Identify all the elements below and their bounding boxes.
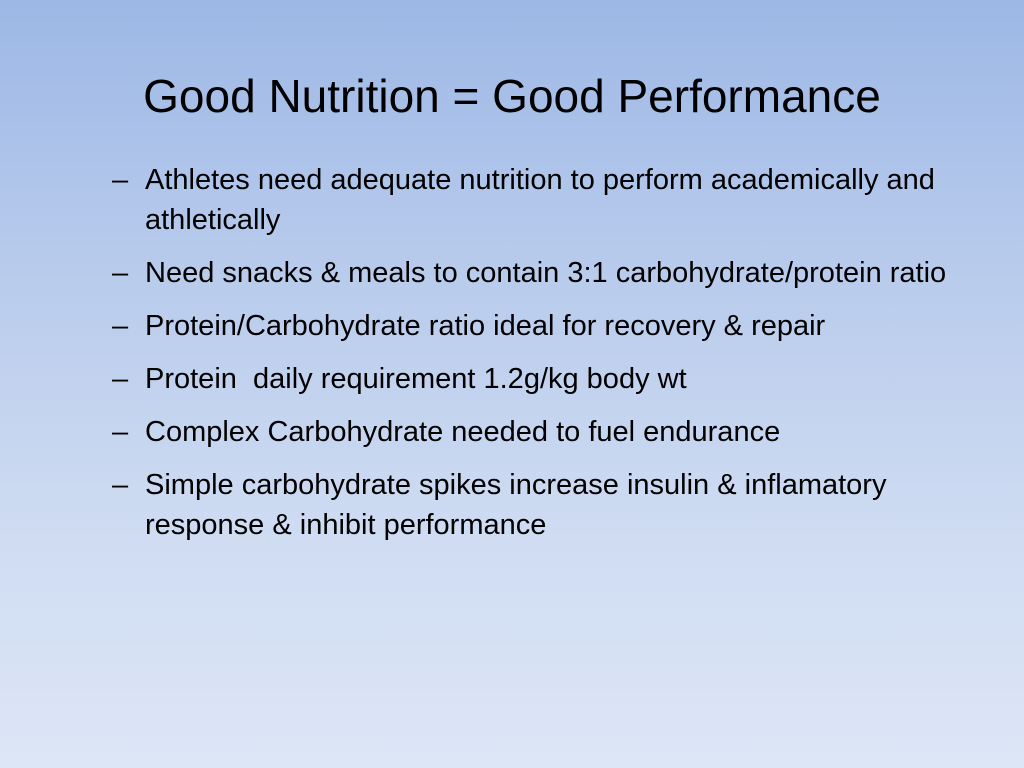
bullet-text: Protein/Carbohydrate ratio ideal for rec… <box>145 310 826 342</box>
bullet-text: Athletes need adequate nutrition to perf… <box>145 164 935 236</box>
bullet-item: – Simple carbohydrate spikes increase in… <box>112 465 972 545</box>
bullet-text: Complex Carbohydrate needed to fuel endu… <box>145 416 781 448</box>
dash-bullet-icon: – <box>112 363 129 395</box>
dash-bullet-icon: – <box>112 164 129 196</box>
dash-bullet-icon: – <box>112 257 129 289</box>
bullet-text: Simple carbohydrate spikes increase insu… <box>145 469 887 541</box>
bullet-item: – Protein daily requirement 1.2g/kg body… <box>112 359 972 399</box>
bullet-list: – Athletes need adequate nutrition to pe… <box>112 160 972 558</box>
slide-title: Good Nutrition = Good Performance <box>143 70 881 122</box>
bullet-item: – Need snacks & meals to contain 3:1 car… <box>112 253 972 293</box>
dash-bullet-icon: – <box>112 416 129 448</box>
bullet-item: – Athletes need adequate nutrition to pe… <box>112 160 972 240</box>
bullet-text: Protein daily requirement 1.2g/kg body w… <box>145 363 687 395</box>
bullet-item: – Complex Carbohydrate needed to fuel en… <box>112 412 972 452</box>
dash-bullet-icon: – <box>112 469 129 501</box>
bullet-item: – Protein/Carbohydrate ratio ideal for r… <box>112 306 972 346</box>
bullet-text: Need snacks & meals to contain 3:1 carbo… <box>145 257 947 289</box>
dash-bullet-icon: – <box>112 310 129 342</box>
